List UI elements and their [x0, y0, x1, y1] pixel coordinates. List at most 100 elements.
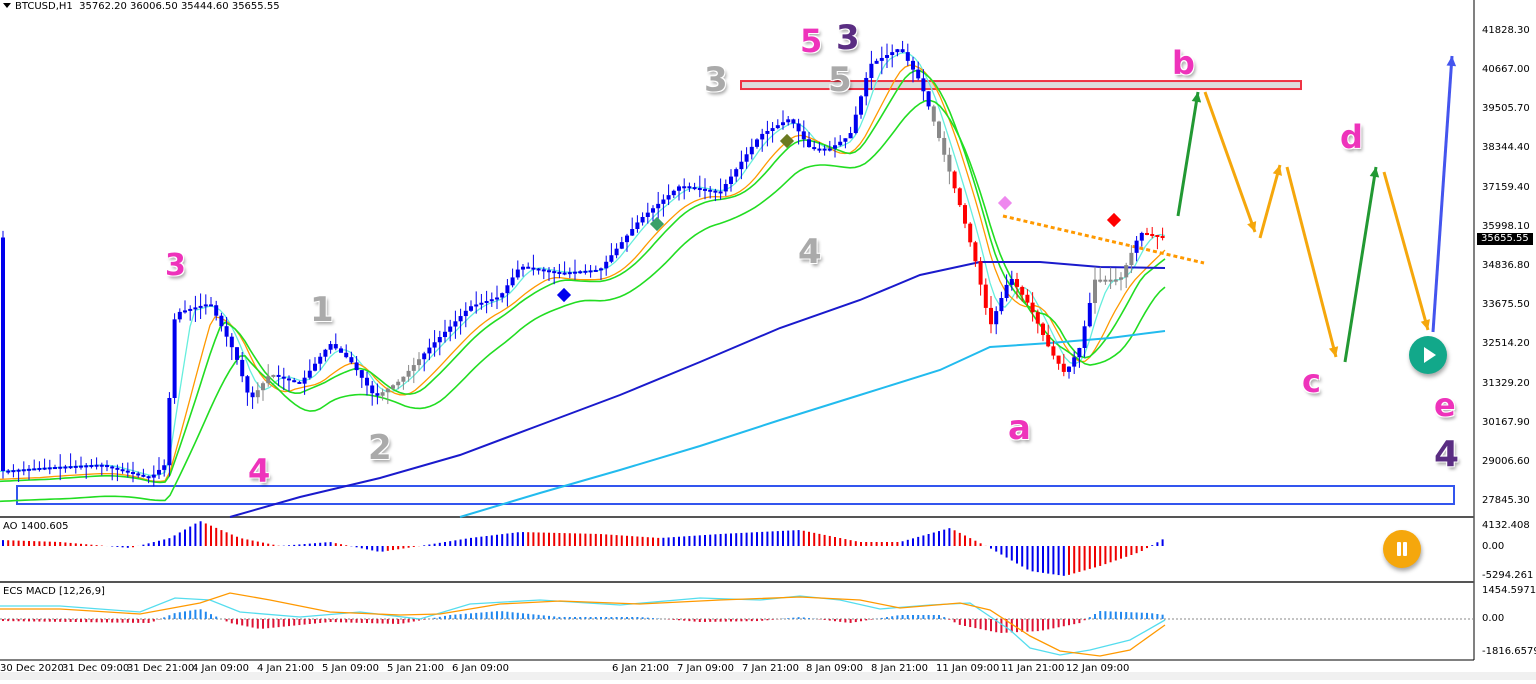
candle-body	[1150, 233, 1155, 236]
candle-body	[489, 299, 494, 302]
time-tick: 7 Jan 21:00	[742, 663, 799, 674]
wave-label: 1	[310, 290, 334, 330]
candle-body	[469, 306, 473, 311]
candle-body	[479, 302, 484, 305]
candle-body	[796, 123, 801, 132]
arrowhead-icon	[1446, 56, 1457, 67]
candle-body	[307, 370, 312, 378]
candle-body	[203, 304, 208, 307]
time-tick: 6 Jan 21:00	[612, 663, 669, 674]
candle-body	[671, 190, 676, 196]
ao-tick: 4132.408	[1482, 520, 1530, 531]
candle-body	[531, 267, 536, 270]
diamond-signal-icon	[649, 216, 665, 232]
projection-arrow-line	[1431, 55, 1454, 333]
candle-body	[1108, 279, 1113, 282]
candle-body	[99, 464, 104, 467]
main-price-panel[interactable]	[0, 0, 1474, 516]
candle-body	[765, 131, 770, 134]
candle-body	[541, 269, 546, 272]
candle-body	[1035, 312, 1040, 324]
candle-body	[999, 298, 1004, 312]
candle-body	[526, 266, 531, 269]
candle-body	[21, 469, 26, 472]
candle-body	[448, 326, 453, 332]
candle-body	[703, 188, 707, 191]
candle-body	[656, 203, 661, 209]
candle-body	[370, 385, 375, 394]
candle-body	[770, 128, 775, 132]
time-tick: 12 Jan 09:00	[1066, 663, 1130, 674]
candle-body	[879, 57, 884, 61]
candle-body	[313, 363, 317, 371]
candle-body	[687, 186, 692, 189]
macd-label: ECS MACD [12,26,9]	[3, 586, 105, 597]
wave-label: 5	[828, 60, 852, 100]
projection-arrow-line	[1203, 91, 1257, 233]
candle-body	[27, 468, 31, 471]
candle-body	[640, 216, 645, 223]
candle-body	[6, 470, 11, 473]
candle-body	[266, 376, 271, 384]
candle-body	[1025, 294, 1030, 303]
candle-body	[1119, 277, 1123, 280]
candle-body	[344, 352, 349, 358]
diamond-signal-icon	[997, 195, 1013, 211]
ohlc-values: 35762.20 36006.50 35444.60 35655.55	[79, 1, 280, 12]
price-tick: 30167.90	[1482, 417, 1530, 428]
candle-body	[1087, 302, 1092, 327]
candle-body	[1051, 346, 1056, 356]
candle-body	[380, 392, 385, 396]
candle-body	[552, 271, 557, 274]
candle-body	[807, 139, 811, 148]
projection-arrow-line	[1258, 164, 1282, 239]
candle-body	[890, 52, 895, 56]
candle-body	[510, 277, 515, 286]
candle-body	[583, 270, 588, 273]
candle-body	[302, 377, 307, 384]
macd-signal-line	[0, 592, 1166, 657]
candle-body	[125, 470, 130, 473]
ma-green-lower-line	[0, 99, 1166, 503]
candle-body	[406, 370, 411, 377]
candle-body	[323, 349, 328, 357]
candle-body	[292, 380, 297, 383]
candle-body	[1030, 302, 1035, 313]
wave-label: 4	[798, 232, 822, 272]
candle-body	[255, 390, 260, 398]
arrowhead-icon	[1191, 92, 1202, 103]
candle-body	[354, 362, 359, 371]
candle-body	[578, 271, 583, 274]
time-tick: 5 Jan 09:00	[322, 663, 379, 674]
candle-body	[926, 91, 931, 107]
play-button[interactable]	[1409, 336, 1447, 374]
candle-body	[957, 188, 962, 206]
price-tick: 31329.20	[1482, 378, 1530, 389]
candle-body	[760, 133, 765, 140]
candle-body	[167, 397, 172, 466]
collapse-triangle-icon[interactable]	[3, 3, 11, 8]
candle-body	[131, 472, 135, 475]
candle-body	[417, 359, 421, 366]
wave-label: 4	[248, 452, 271, 490]
time-tick: 7 Jan 09:00	[677, 663, 734, 674]
candle-body	[1077, 347, 1082, 358]
candle-body	[385, 388, 390, 393]
pause-button[interactable]	[1383, 530, 1421, 568]
candle-body	[281, 376, 286, 379]
candle-body	[120, 469, 125, 472]
price-tick: 34836.80	[1482, 260, 1530, 271]
candle-body	[916, 69, 921, 79]
candle-body	[287, 378, 291, 381]
candle-body	[136, 473, 141, 476]
candle-body	[47, 467, 52, 470]
candle-body	[1020, 286, 1025, 295]
candle-body	[37, 467, 42, 470]
ao-tick: 0.00	[1482, 541, 1505, 552]
projection-arrow-line	[1176, 91, 1200, 217]
time-tick: 4 Jan 09:00	[192, 663, 249, 674]
candle-body	[859, 96, 863, 115]
candle-body	[900, 49, 905, 53]
